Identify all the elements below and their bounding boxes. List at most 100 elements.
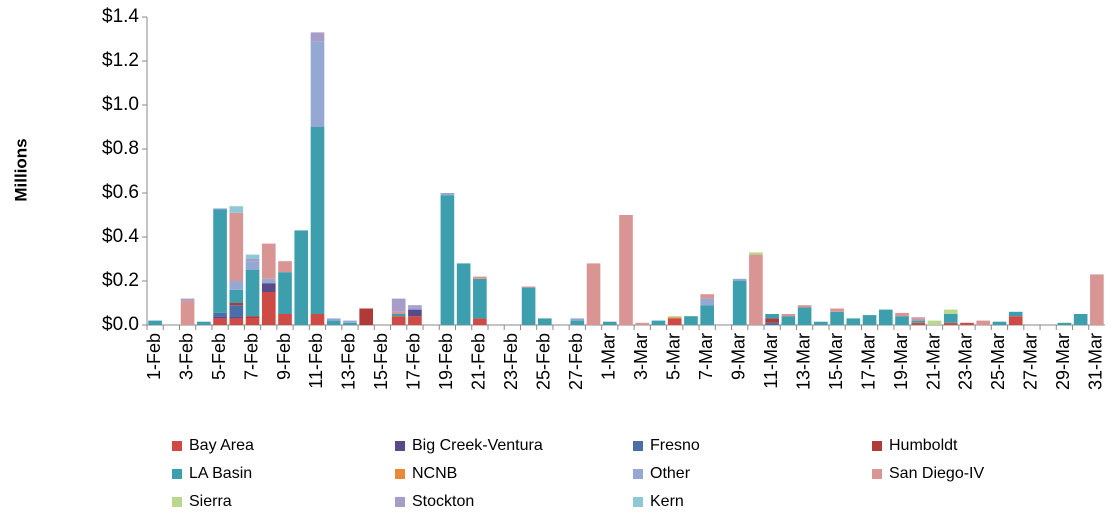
legend-swatch: [872, 441, 882, 451]
bar-segment: [700, 305, 715, 325]
bar-segment: [245, 261, 260, 270]
x-tick-label: 17-Feb: [404, 333, 424, 390]
x-tick-label: 3-Feb: [176, 333, 196, 380]
x-tick-label: 25-Feb: [534, 333, 554, 390]
bar-segment: [1057, 322, 1072, 325]
bar-segment: [473, 278, 487, 319]
legend-swatch: [395, 497, 405, 507]
bar-segment: [1008, 311, 1023, 317]
bar-segment: [911, 318, 926, 321]
bar-segment: [700, 298, 715, 306]
bar-segment: [278, 272, 292, 314]
x-tick-label: 1-Mar: [599, 333, 619, 380]
legend-swatch: [395, 441, 405, 451]
bar-segment: [911, 317, 926, 319]
bar-segment: [180, 298, 195, 301]
x-tick-label: 11-Feb: [306, 333, 326, 389]
bar-segment: [732, 281, 747, 325]
x-tick-label: 23-Mar: [956, 333, 976, 390]
y-tick-label: $0.0: [102, 314, 139, 335]
legend-label: San Diego-IV: [889, 465, 984, 482]
legend-label: Other: [650, 465, 691, 482]
bar-segment: [830, 311, 844, 325]
bar-segment: [229, 206, 244, 213]
bar-segment: [943, 322, 958, 325]
legend-label: LA Basin: [189, 465, 252, 482]
bar-segment: [229, 289, 244, 303]
legend-label: Big Creek-Ventura: [412, 437, 543, 454]
bar-segment: [343, 322, 357, 325]
bar-segment: [797, 305, 812, 308]
bar-segment: [310, 314, 325, 325]
y-tick-label: $1.2: [102, 50, 139, 71]
bar-segment: [943, 309, 958, 314]
bar-segment: [245, 316, 260, 319]
bar-segment: [261, 283, 276, 292]
x-tick-label: 3-Mar: [631, 333, 651, 380]
legend-swatch: [633, 469, 643, 479]
y-tick-label: $0.8: [102, 138, 139, 159]
bar-segment: [310, 41, 325, 128]
bar-segment: [797, 307, 812, 325]
x-tick-label: 29-Mar: [1053, 333, 1073, 390]
bar-segment: [245, 270, 260, 317]
bar-segment: [408, 316, 422, 325]
bar-segment: [310, 32, 325, 42]
bar-segment: [440, 195, 455, 325]
legend-swatch: [633, 441, 643, 451]
bar-segment: [911, 320, 926, 323]
bar-segment: [781, 314, 796, 317]
bar-segment: [343, 320, 357, 323]
bar-segment: [229, 281, 244, 290]
bar-segment: [408, 309, 422, 317]
x-tick-label: 5-Mar: [663, 333, 683, 380]
bar-segment: [213, 209, 227, 313]
bar-segment: [521, 287, 536, 325]
x-tick-label: 31-Mar: [1086, 333, 1106, 390]
bar-segment: [148, 320, 162, 325]
bar-segment: [895, 312, 909, 317]
bar-segment: [732, 278, 747, 281]
x-tick-label: 13-Mar: [793, 333, 813, 390]
legend-label: Bay Area: [189, 437, 254, 454]
bar-segment: [846, 318, 861, 325]
y-tick-label: $1.0: [102, 94, 139, 115]
bar-segment: [781, 316, 796, 325]
bar-segment: [408, 305, 422, 308]
bar-segment: [245, 318, 260, 325]
y-tick-label: $0.4: [102, 226, 139, 247]
legend-label: NCNB: [412, 465, 457, 482]
x-tick-label: 19-Feb: [436, 333, 456, 390]
legend-swatch: [172, 497, 182, 507]
bar-segment: [521, 286, 536, 288]
bar-segment: [473, 276, 487, 279]
bar-segment: [440, 193, 455, 196]
bar-segment: [391, 298, 406, 312]
bar-segment: [992, 321, 1007, 325]
x-tick-label: 13-Feb: [339, 333, 359, 390]
bar-segment: [814, 321, 828, 325]
x-tick-label: 23-Feb: [501, 333, 521, 390]
bar-segment: [911, 322, 926, 325]
bar-segment: [684, 316, 698, 325]
bar-segment: [456, 263, 471, 325]
x-tick-label: 9-Feb: [274, 333, 294, 380]
legend-label: Humboldt: [889, 437, 958, 454]
bar-segment: [261, 278, 276, 284]
x-tick-label: 9-Mar: [728, 333, 748, 380]
bar-segment: [391, 311, 406, 314]
bar-segment: [749, 252, 763, 255]
bar-segment: [473, 318, 487, 325]
legend-label: Sierra: [189, 493, 232, 510]
legend-swatch: [872, 469, 882, 479]
bar-segment: [960, 322, 974, 325]
x-tick-label: 21-Mar: [923, 333, 943, 390]
legend-swatch: [633, 497, 643, 507]
bar-segment: [391, 316, 406, 325]
bar-segment: [765, 314, 779, 319]
bar-segment: [229, 316, 244, 319]
x-tick-label: 7-Feb: [241, 333, 261, 380]
bar-segment: [408, 307, 422, 310]
bar-segment: [245, 254, 260, 259]
legend-label: Stockton: [412, 493, 474, 510]
